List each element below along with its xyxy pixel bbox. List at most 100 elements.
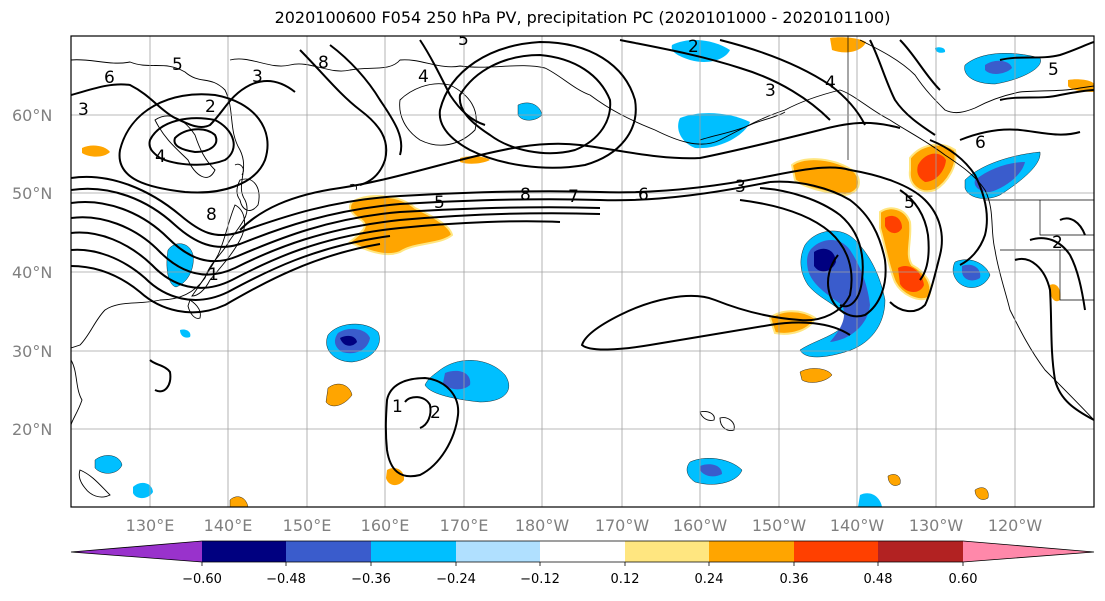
contour-label: 6 <box>638 185 649 205</box>
negative-anomaly-region <box>678 113 750 149</box>
negative-anomaly-region <box>985 60 1012 74</box>
contour-label: 2 <box>688 37 699 57</box>
contour-label: 5 <box>458 30 469 50</box>
lon-label: 170°W <box>595 516 650 535</box>
lon-label: 170°E <box>440 516 489 535</box>
contour-label: 3 <box>735 177 746 197</box>
lat-label: 50°N <box>12 184 52 203</box>
positive-anomaly-region <box>799 368 833 383</box>
positive-anomaly-region <box>325 383 353 407</box>
lon-label: 130°W <box>909 516 964 535</box>
contour-label: 1 <box>392 397 403 417</box>
contour-label: 1 <box>208 265 219 285</box>
positive-anomaly-region <box>887 474 901 486</box>
negative-anomaly-region <box>671 39 730 62</box>
contour-label: 4 <box>418 67 429 87</box>
lon-label: 150°E <box>283 516 332 535</box>
contour-label: 5 <box>172 55 183 75</box>
lon-label: 130°E <box>126 516 175 535</box>
colorbar-tick-label: −0.48 <box>266 572 306 587</box>
lon-label: 180°W <box>515 516 570 535</box>
map-title: 2020100600 F054 250 hPa PV, precipitatio… <box>274 8 891 27</box>
negative-anomaly-region <box>700 464 722 477</box>
longitude-labels: 130°E 140°E 150°E 160°E 170°E 180°W 170°… <box>126 516 1043 535</box>
negative-anomaly-region <box>974 162 1025 192</box>
lon-label: 150°W <box>752 516 807 535</box>
lat-label: 30°N <box>12 342 52 361</box>
colorbar-tick-label: 0.36 <box>780 572 809 587</box>
contour-label: 4 <box>825 73 836 93</box>
colorbar-segment <box>202 541 286 562</box>
contour-label: 8 <box>318 53 329 73</box>
contour-label: 4 <box>155 147 166 167</box>
negative-anomaly-region <box>133 482 153 499</box>
negative-anomaly-region <box>443 370 471 390</box>
lon-label: 140°W <box>830 516 885 535</box>
contour-label: 3 <box>252 67 263 87</box>
contour-label: 7 <box>568 187 579 207</box>
contour-label: 6 <box>975 133 986 153</box>
lat-label: 20°N <box>12 420 52 439</box>
lat-label: 60°N <box>12 106 52 125</box>
positive-anomaly-region <box>386 468 405 486</box>
positive-anomaly-region <box>82 145 110 157</box>
contour-label: 5 <box>1048 60 1059 80</box>
colorbar-tick-label: 0.60 <box>949 572 978 587</box>
map-frame <box>70 35 1095 508</box>
contour-label: 5 <box>434 193 445 213</box>
colorbar-tick-label: 0.48 <box>864 572 893 587</box>
colorbar-tick-label: 0.12 <box>611 572 640 587</box>
contour-label: 8 <box>520 185 531 205</box>
colorbar-segment <box>286 541 371 562</box>
colorbar-ticks <box>201 562 964 566</box>
positive-anomaly-region <box>885 215 902 234</box>
colorbar-segment <box>709 541 794 562</box>
colorbar-segment <box>371 541 456 562</box>
negative-anomaly-region <box>180 329 191 338</box>
colorbar-segment <box>794 541 878 562</box>
contour-label: 2 <box>205 97 216 117</box>
contour-label: 3 <box>78 100 89 120</box>
map-panel <box>71 36 1094 507</box>
lon-label: 120°W <box>988 516 1043 535</box>
contour-label: 5 <box>904 193 915 213</box>
negative-anomaly-region <box>935 47 946 53</box>
pv-contours <box>71 39 1094 478</box>
contour-label: 2 <box>430 403 441 423</box>
colorbar-segment <box>71 541 202 562</box>
colorbar-segment <box>456 541 540 562</box>
precipitation-shading <box>82 37 1094 507</box>
coastlines <box>71 39 1094 498</box>
lon-label: 140°E <box>204 516 253 535</box>
colorbar-tick-label: −0.12 <box>520 572 560 587</box>
contour-label: 6 <box>104 68 115 88</box>
positive-anomaly-region <box>917 153 946 182</box>
positive-anomaly-region <box>229 496 249 507</box>
colorbar-segment <box>963 541 1094 562</box>
colorbar-segment <box>878 541 963 562</box>
colorbar: −0.60 −0.48 −0.36 −0.24 −0.12 0.12 0.24 … <box>70 540 1095 587</box>
contour-label: 8 <box>206 205 217 225</box>
colorbar-tick-label: −0.60 <box>182 572 222 587</box>
gridlines <box>71 36 1094 507</box>
negative-anomaly-region <box>858 493 882 507</box>
contour-label: 2 <box>1052 233 1063 253</box>
colorbar-tick-label: −0.36 <box>351 572 391 587</box>
lon-label: 160°W <box>673 516 728 535</box>
contour-label: 3 <box>765 81 776 101</box>
negative-anomaly-region <box>166 243 194 288</box>
negative-anomaly-region <box>340 335 357 346</box>
contour-labels: 6 5 3 2 4 8 3 4 8 5 8 7 6 3 5 6 5 2 1 2 … <box>78 30 1063 423</box>
colorbar-segment <box>625 541 709 562</box>
lon-label: 160°E <box>361 516 410 535</box>
colorbar-tick-label: −0.24 <box>436 572 476 587</box>
positive-anomaly-region <box>974 487 989 500</box>
colorbar-tick-label: 0.24 <box>695 572 724 587</box>
positive-anomaly-region <box>1049 284 1061 302</box>
positive-anomaly-region <box>898 265 924 293</box>
latitude-labels: 60°N 50°N 40°N 30°N 20°N <box>12 106 52 439</box>
negative-anomaly-region <box>962 264 981 281</box>
lat-label: 40°N <box>12 263 52 282</box>
negative-anomaly-region <box>94 455 123 474</box>
